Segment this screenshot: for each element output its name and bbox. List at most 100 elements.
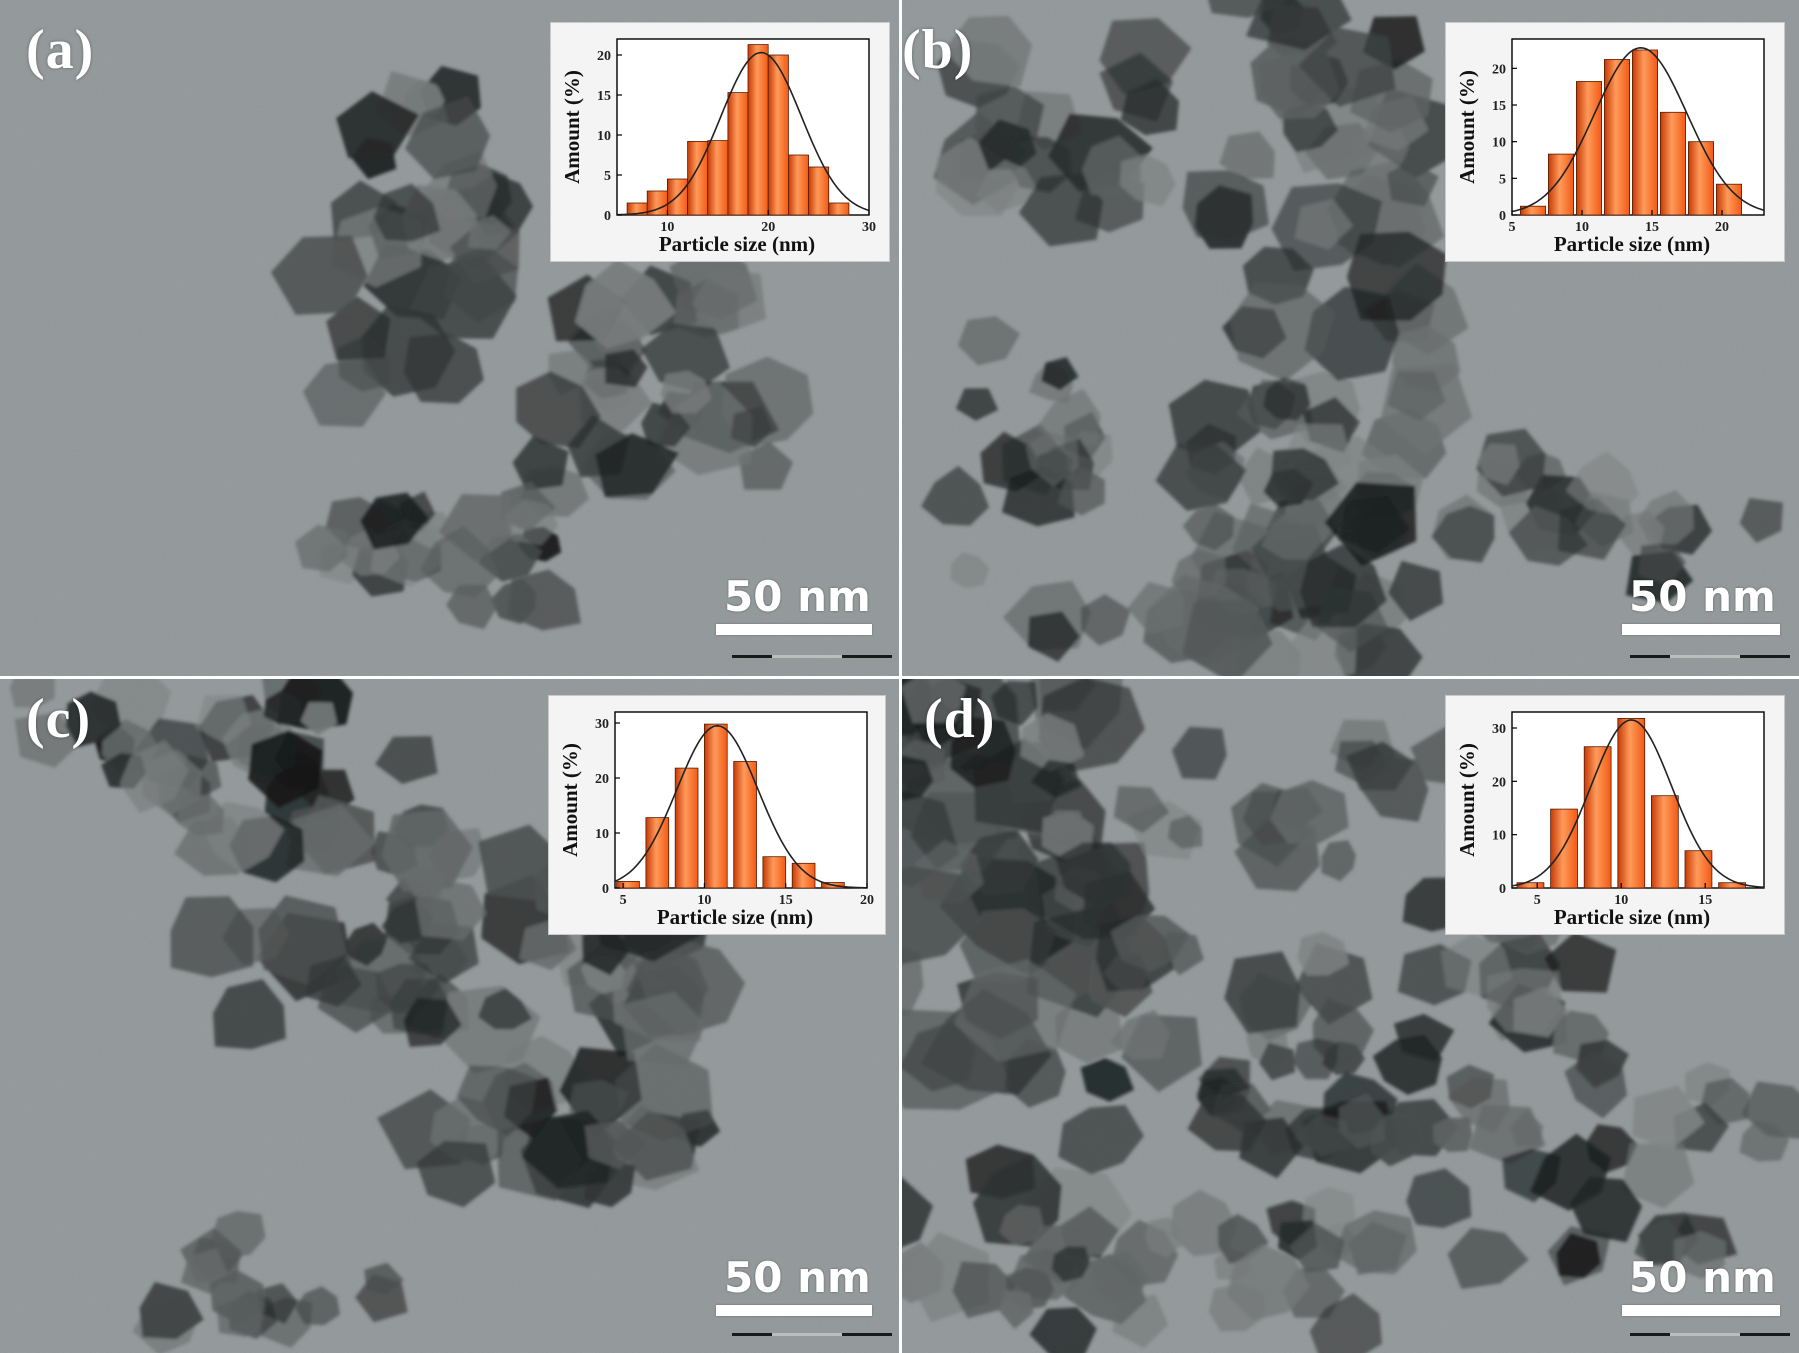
nanoparticle <box>1029 1307 1097 1353</box>
nanoparticle <box>1309 1293 1382 1353</box>
y-tick-label: 30 <box>1492 722 1506 737</box>
nanoparticle <box>176 794 225 836</box>
nanoparticle <box>953 958 1076 1062</box>
nanoparticle <box>1018 173 1104 247</box>
nanoparticle <box>1564 1050 1627 1119</box>
nanoparticle <box>512 436 569 491</box>
nanoparticle <box>902 755 934 801</box>
panel-letter-c: (c) <box>26 688 92 750</box>
nanoparticle <box>405 96 491 179</box>
nanoparticle <box>1621 1143 1695 1209</box>
nanoparticle <box>14 712 82 768</box>
histogram-bar <box>1715 183 1742 216</box>
nanoparticle <box>403 997 462 1047</box>
scale-label-a: 50 nm <box>724 572 871 621</box>
nanoparticle <box>1297 931 1349 976</box>
y-tick-label: 30 <box>595 717 609 732</box>
y-tick-label: 10 <box>1492 829 1506 844</box>
nanoparticle <box>1294 1113 1351 1157</box>
nanoparticle <box>1338 1094 1386 1149</box>
nanoparticle <box>65 691 122 747</box>
x-axis-label: Particle size (nm) <box>659 232 815 256</box>
histogram-bar <box>707 140 729 216</box>
histogram-bar <box>762 856 787 889</box>
tem-image-d <box>902 679 1799 1353</box>
nanoparticle <box>1300 544 1387 628</box>
nanoparticle <box>1155 444 1247 511</box>
nanoparticle <box>1447 1227 1529 1290</box>
nanoparticle <box>1324 482 1417 566</box>
nanoparticle <box>1035 388 1101 446</box>
nanoparticle <box>139 1282 204 1340</box>
nanoparticle <box>957 316 1021 366</box>
scale-bar-c <box>716 1305 872 1316</box>
nanoparticle <box>1110 1009 1170 1060</box>
histogram-bar <box>747 44 769 216</box>
nanoparticle <box>1346 231 1447 321</box>
x-axis-label: Particle size (nm) <box>1554 905 1710 929</box>
nanoparticle <box>1634 1219 1686 1266</box>
y-tick-label: 10 <box>595 827 609 842</box>
y-tick-label: 0 <box>604 209 611 224</box>
nanoparticle <box>420 525 500 598</box>
histogram-bar <box>808 166 830 216</box>
histogram-bar <box>1631 49 1658 216</box>
y-tick-label: 0 <box>602 882 609 897</box>
nanoparticle <box>1058 1105 1144 1175</box>
y-axis-label: Amount (%) <box>1455 70 1479 184</box>
nanoparticle <box>1261 507 1322 560</box>
histogram-bar <box>767 54 789 216</box>
nanoparticle <box>902 679 966 724</box>
y-tick-label: 10 <box>1492 136 1506 151</box>
nanoparticle <box>1433 1117 1473 1153</box>
nanoparticle <box>584 1120 647 1170</box>
nanoparticle <box>1271 448 1340 500</box>
nanoparticle <box>1486 968 1563 1033</box>
nanoparticle <box>505 499 559 546</box>
nanoparticle <box>1295 199 1354 249</box>
size-histogram-a: 10 20 30 0 5 10 15 20 Particle size (nm) Amount (… <box>550 22 890 262</box>
x-tick-label: 5 <box>1534 893 1541 908</box>
nanoparticle <box>605 349 648 388</box>
nanoparticle <box>1099 52 1174 122</box>
x-tick-label: 30 <box>862 220 876 235</box>
nanoparticle <box>1431 505 1495 563</box>
nanoparticle <box>902 947 924 1017</box>
nanoparticle <box>170 896 254 978</box>
x-tick-label: 10 <box>1614 893 1628 908</box>
mini-scale-segment <box>1670 1333 1740 1336</box>
nanoparticle <box>1263 377 1311 421</box>
nanoparticle <box>1127 581 1185 634</box>
nanoparticle <box>490 578 537 625</box>
size-histogram-c: 5 10 15 20 0 10 20 30 Particle size (nm) Amount (… <box>548 695 886 935</box>
nanoparticle <box>468 215 511 250</box>
nanoparticle <box>1477 443 1520 486</box>
scale-bar-b <box>1622 624 1780 635</box>
nanoparticle <box>295 1286 340 1326</box>
y-axis-label: Amount (%) <box>560 70 584 184</box>
nanoparticle <box>1569 1177 1643 1243</box>
histogram-bar <box>787 154 809 216</box>
nanoparticle-cluster <box>9 679 746 1353</box>
nanoparticle <box>952 1261 1017 1319</box>
histogram-bar <box>727 92 749 216</box>
nanoparticle <box>1637 490 1694 545</box>
nanoparticle <box>456 1065 537 1137</box>
histogram-bar <box>1520 205 1547 216</box>
nanoparticle <box>619 991 706 1067</box>
nanoparticle <box>382 809 473 892</box>
nanoparticle <box>305 956 362 1007</box>
nanoparticle <box>446 584 498 630</box>
nanoparticle <box>976 159 1036 213</box>
nanoparticle <box>1055 991 1123 1064</box>
nanoparticle <box>999 1205 1044 1246</box>
nanoparticle <box>478 988 532 1030</box>
gaussian-fit-curve <box>617 51 870 216</box>
y-tick-label: 0 <box>1499 882 1506 897</box>
panel-a: (a) 10 20 30 0 5 10 15 20 Particle size (nm) Amou… <box>0 0 899 676</box>
mini-scale-segment <box>1670 655 1740 658</box>
histogram-bar <box>1603 59 1630 216</box>
y-tick-label: 15 <box>1492 99 1506 114</box>
histogram-bar <box>828 202 850 216</box>
nanoparticle <box>1406 1168 1472 1228</box>
